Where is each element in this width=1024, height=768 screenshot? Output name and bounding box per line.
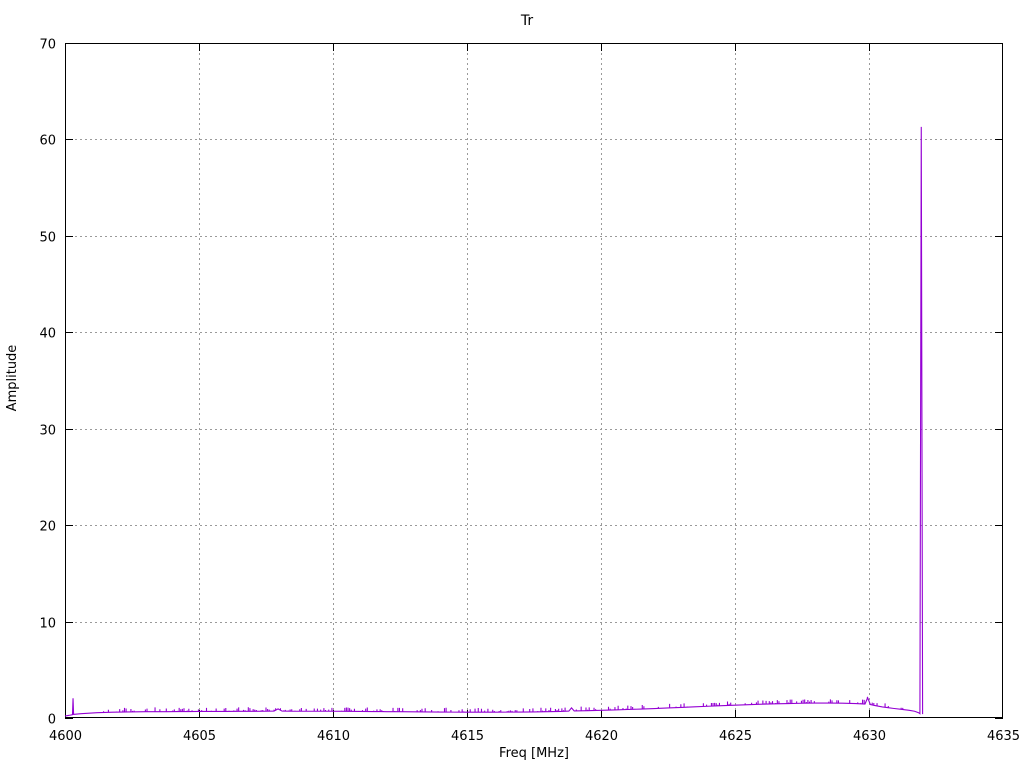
series-line bbox=[64, 126, 924, 717]
y-tick-label: 30 bbox=[39, 424, 56, 439]
y-tick-label: 50 bbox=[39, 231, 56, 246]
series-noise bbox=[103, 697, 904, 713]
y-tick-label: 20 bbox=[39, 520, 56, 535]
plot-border bbox=[64, 42, 1004, 719]
y-tick-label: 70 bbox=[39, 38, 56, 53]
y-tick-label: 60 bbox=[39, 134, 56, 149]
y-axis-label: Amplitude bbox=[5, 345, 20, 412]
y-tick-label: 10 bbox=[39, 617, 56, 632]
y-tick-label: 0 bbox=[48, 713, 56, 728]
chart-title: Tr bbox=[520, 13, 533, 29]
x-tick-label: 4625 bbox=[719, 729, 752, 744]
grid-lines bbox=[65, 43, 1003, 718]
x-axis-label: Freq [MHz] bbox=[499, 746, 569, 761]
x-tick-label: 4600 bbox=[49, 729, 82, 744]
x-tick-label: 4620 bbox=[585, 729, 618, 744]
x-tick-label: 4610 bbox=[317, 729, 350, 744]
x-tick-label: 4635 bbox=[987, 729, 1020, 744]
data-series bbox=[64, 126, 924, 717]
y-tick-label: 40 bbox=[39, 327, 56, 342]
x-tick-label: 4605 bbox=[183, 729, 216, 744]
y-axis-ticks bbox=[65, 42, 1003, 720]
x-tick-label: 4615 bbox=[451, 729, 484, 744]
x-tick-label: 4630 bbox=[853, 729, 886, 744]
